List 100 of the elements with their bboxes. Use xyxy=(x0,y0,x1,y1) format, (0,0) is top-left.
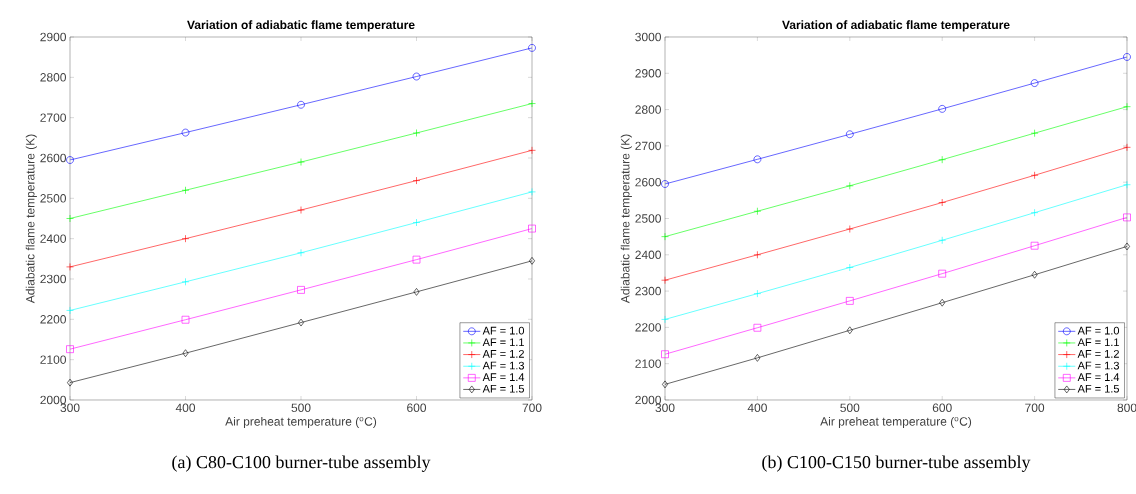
y-tick-label: 2400 xyxy=(635,250,661,260)
y-tick-label: 2700 xyxy=(635,141,661,151)
point xyxy=(1123,213,1131,222)
point xyxy=(528,146,536,155)
point xyxy=(846,263,854,272)
point xyxy=(529,257,535,265)
point xyxy=(938,198,946,207)
point xyxy=(1030,208,1039,217)
x-axis-title: Air preheat temperature ($^{o}$C) xyxy=(225,416,377,429)
legend-label: AF = 1.4 xyxy=(1077,373,1120,381)
point xyxy=(412,72,421,81)
point xyxy=(412,129,421,137)
legend-label: AF = 1.2 xyxy=(1077,349,1119,358)
point xyxy=(846,182,854,190)
point xyxy=(297,286,305,294)
x-tick-label: 300 xyxy=(60,403,80,413)
point xyxy=(1123,143,1131,152)
legend-label: AF = 1.1 xyxy=(482,338,524,346)
point xyxy=(181,128,190,137)
y-tick-label: 2100 xyxy=(635,359,661,368)
point xyxy=(297,158,305,166)
point xyxy=(938,105,946,113)
y-tick-label: 2100 xyxy=(40,355,67,364)
point xyxy=(1030,129,1039,137)
point xyxy=(528,188,536,196)
point xyxy=(1123,53,1131,61)
y-tick-label: 2900 xyxy=(40,32,67,42)
point xyxy=(528,224,536,233)
y-tick-label: 3000 xyxy=(635,32,661,42)
chart-title: Variation of adiabatic flame temperature xyxy=(782,20,1010,32)
point xyxy=(181,186,190,195)
point xyxy=(412,255,421,264)
y-tick-label: 2200 xyxy=(635,323,661,332)
legend-label: AF = 1.0 xyxy=(1077,326,1120,335)
y-tick-label: 2800 xyxy=(40,73,67,82)
chart-title: Variation of adiabatic flame temperature xyxy=(187,20,415,32)
point xyxy=(66,345,74,353)
x-axis-title: Air preheat temperature ($^{o}$C) xyxy=(820,416,972,429)
point xyxy=(938,155,946,164)
y-tick-label: 2400 xyxy=(40,234,67,243)
point xyxy=(181,278,190,286)
legend-label: AF = 1.5 xyxy=(482,384,525,393)
x-tick-label: 400 xyxy=(175,403,196,413)
x-tick-label: 800 xyxy=(1117,403,1136,413)
point xyxy=(66,306,74,315)
x-tick-label: 700 xyxy=(1025,403,1045,413)
point xyxy=(181,315,190,324)
point xyxy=(754,354,761,362)
point xyxy=(182,349,189,357)
point xyxy=(846,225,854,233)
point xyxy=(661,315,669,324)
y-tick-label: 2900 xyxy=(635,69,661,78)
y-tick-label: 2200 xyxy=(40,315,67,324)
point xyxy=(66,214,74,223)
point xyxy=(1031,270,1038,279)
x-tick-label: 300 xyxy=(655,403,675,413)
point xyxy=(661,232,669,241)
point xyxy=(661,180,669,188)
point xyxy=(297,248,305,257)
point xyxy=(528,99,536,108)
y-tick-label: 2300 xyxy=(635,286,661,296)
point xyxy=(66,156,74,164)
point xyxy=(412,176,421,185)
y-tick-label: 2300 xyxy=(40,274,67,284)
x-tick-label: 500 xyxy=(840,403,860,413)
point xyxy=(661,276,669,284)
x-tick-label: 700 xyxy=(522,403,542,413)
y-axis-title: Adiabatic flame temperature (K) xyxy=(25,134,37,304)
legend-label: AF = 1.3 xyxy=(482,361,524,370)
y-tick-label: 2000 xyxy=(40,395,67,405)
point xyxy=(181,234,190,243)
legend-label: AF = 1.3 xyxy=(1077,361,1119,370)
point xyxy=(938,236,946,245)
point xyxy=(297,206,305,214)
x-tick-label: 500 xyxy=(291,403,311,413)
y-tick-label: 2000 xyxy=(635,395,661,405)
x-tick-label: 600 xyxy=(407,403,427,413)
x-tick-label: 600 xyxy=(932,403,952,413)
point xyxy=(846,326,853,335)
point xyxy=(753,289,762,298)
point xyxy=(1123,102,1131,111)
legend-label: AF = 1.2 xyxy=(482,349,524,358)
legend-label: AF = 1.0 xyxy=(482,326,525,335)
text: (b) C100-C150 burner-tube assembly xyxy=(762,455,1031,472)
y-tick-label: 2500 xyxy=(40,194,67,203)
point xyxy=(753,207,762,216)
x-tick-label: 400 xyxy=(747,403,767,413)
point xyxy=(1123,180,1131,189)
legend-label: AF = 1.1 xyxy=(1077,338,1119,346)
point xyxy=(661,350,669,359)
y-tick-label: 2500 xyxy=(635,214,661,223)
y-tick-label: 2700 xyxy=(40,113,67,122)
point xyxy=(846,130,854,139)
legend-label: AF = 1.4 xyxy=(482,373,525,381)
point xyxy=(66,263,74,271)
point xyxy=(753,250,762,259)
point xyxy=(939,298,946,307)
point xyxy=(413,288,420,296)
y-axis-title: Adiabatic flame temperature (K) xyxy=(620,134,632,304)
point xyxy=(753,155,762,164)
